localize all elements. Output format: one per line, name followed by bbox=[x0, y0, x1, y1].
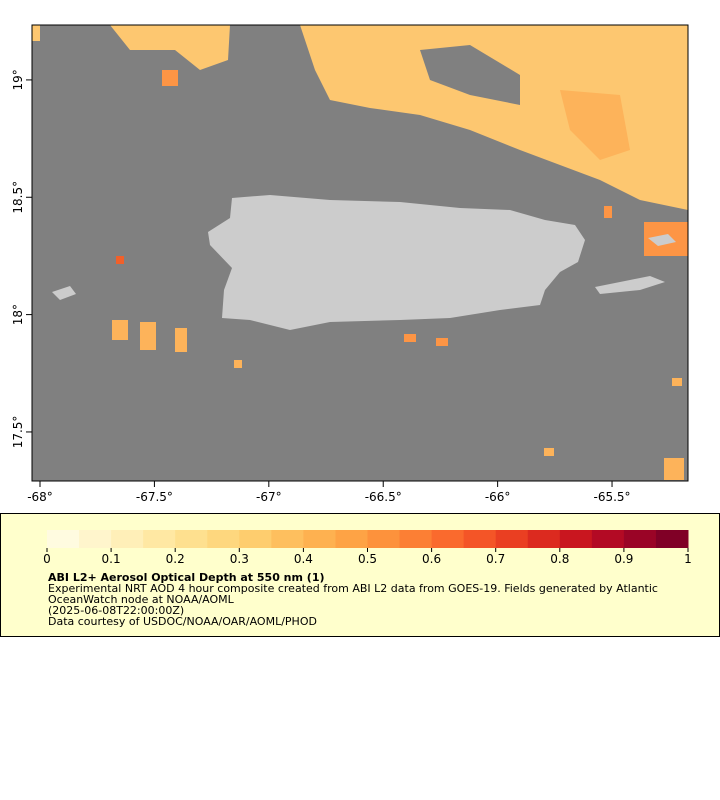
colorbar-tick-label: 0 bbox=[43, 552, 51, 566]
puerto-rico bbox=[208, 195, 585, 330]
caption-line: (2025-06-08T22:00:00Z) bbox=[48, 604, 184, 617]
colorbar-tick-label: 0.3 bbox=[230, 552, 249, 566]
map-frame bbox=[31, 24, 689, 482]
colorbar-cell bbox=[367, 530, 401, 548]
colorbar-cell bbox=[271, 530, 304, 548]
colorbar-tick-label: 1 bbox=[684, 552, 692, 566]
colorbar-cell bbox=[655, 530, 689, 548]
clear-area bbox=[420, 45, 520, 105]
colorbar-tick-label: 0.7 bbox=[486, 552, 505, 566]
colorbar-cell bbox=[335, 530, 368, 548]
x-tick-label: -67° bbox=[256, 490, 282, 504]
colorbar-cell bbox=[207, 530, 240, 548]
colorbar-tick-label: 0.6 bbox=[422, 552, 441, 566]
colorbar-cell bbox=[527, 530, 561, 548]
aerosol-cell bbox=[175, 328, 187, 352]
caption-title: ABI L2+ Aerosol Optical Depth at 550 nm … bbox=[48, 571, 325, 584]
x-tick-label: -67.5° bbox=[136, 490, 173, 504]
y-tick-label: 18.5° bbox=[11, 181, 25, 214]
colorbar-tick-label: 0.1 bbox=[102, 552, 121, 566]
colorbar-cell bbox=[431, 530, 465, 548]
colorbar-tick-label: 0.4 bbox=[294, 552, 313, 566]
colorbar-tick-label: 0.9 bbox=[614, 552, 633, 566]
aerosol-cell bbox=[234, 360, 242, 368]
aerosol-area bbox=[560, 90, 630, 160]
aerosol-cell bbox=[436, 338, 448, 346]
colorbar-cell bbox=[495, 530, 529, 548]
colorbar-cell bbox=[303, 530, 336, 548]
x-tick-label: -66.5° bbox=[365, 490, 402, 504]
aerosol-cell bbox=[404, 334, 416, 342]
colorbar-cell bbox=[79, 530, 112, 548]
aerosol-cell bbox=[32, 25, 40, 41]
colorbar-cell bbox=[47, 530, 80, 548]
caption-line: Experimental NRT AOD 4 hour composite cr… bbox=[48, 582, 658, 595]
x-tick-label: -65.5° bbox=[594, 490, 631, 504]
vieques bbox=[595, 276, 665, 294]
aerosol-cell bbox=[140, 322, 156, 350]
colorbar-cell bbox=[111, 530, 144, 548]
colorbar-cell bbox=[239, 530, 272, 548]
caption-line: OceanWatch node at NOAA/AOML bbox=[48, 593, 235, 606]
aerosol-cell bbox=[544, 448, 554, 456]
colorbar-cell bbox=[399, 530, 433, 548]
x-tick-label: -66° bbox=[485, 490, 511, 504]
colorbar-cell bbox=[463, 530, 497, 548]
map-layer bbox=[31, 24, 689, 482]
colorbar-tick-label: 0.8 bbox=[550, 552, 569, 566]
culebra bbox=[648, 234, 676, 246]
mona-island bbox=[52, 286, 76, 300]
aerosol-cell bbox=[672, 378, 682, 386]
y-tick-label: 19° bbox=[11, 69, 25, 90]
colorbar-cell bbox=[143, 530, 176, 548]
colorbar-tick-label: 0.2 bbox=[166, 552, 185, 566]
y-tick-label: 18° bbox=[11, 304, 25, 325]
aerosol-area bbox=[300, 25, 688, 210]
colorbar-tick-label: 0.5 bbox=[358, 552, 377, 566]
aerosol-area bbox=[110, 25, 230, 70]
aerosol-cell bbox=[162, 70, 178, 86]
colorbar-cell bbox=[591, 530, 625, 548]
colorbar-cell bbox=[175, 530, 208, 548]
x-tick-label: -68° bbox=[27, 490, 53, 504]
aerosol-cell bbox=[112, 320, 128, 340]
aerosol-cell bbox=[664, 458, 684, 480]
colorbar-cell bbox=[623, 530, 657, 548]
y-tick-label: 17.5° bbox=[11, 416, 25, 449]
colorbar-cell bbox=[559, 530, 593, 548]
aerosol-cell bbox=[116, 256, 124, 264]
caption-line: Data courtesy of USDOC/NOAA/OAR/AOML/PHO… bbox=[48, 615, 317, 628]
aerosol-cell bbox=[604, 206, 612, 218]
